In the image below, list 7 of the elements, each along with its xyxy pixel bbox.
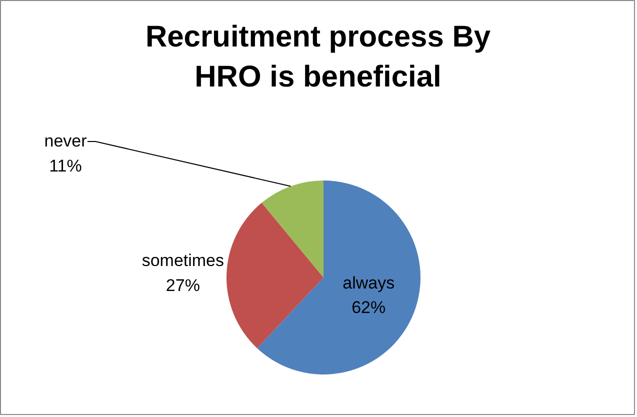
slice-label: never — [44, 132, 88, 151]
slice-label: always — [342, 274, 395, 293]
data-label: 62% — [352, 298, 386, 318]
chart-title: Recruitment process By HRO is beneficial — [145, 20, 491, 94]
data-label: 11% — [49, 156, 82, 176]
slice-label: sometimes — [142, 251, 224, 270]
data-label: 27% — [166, 276, 200, 295]
